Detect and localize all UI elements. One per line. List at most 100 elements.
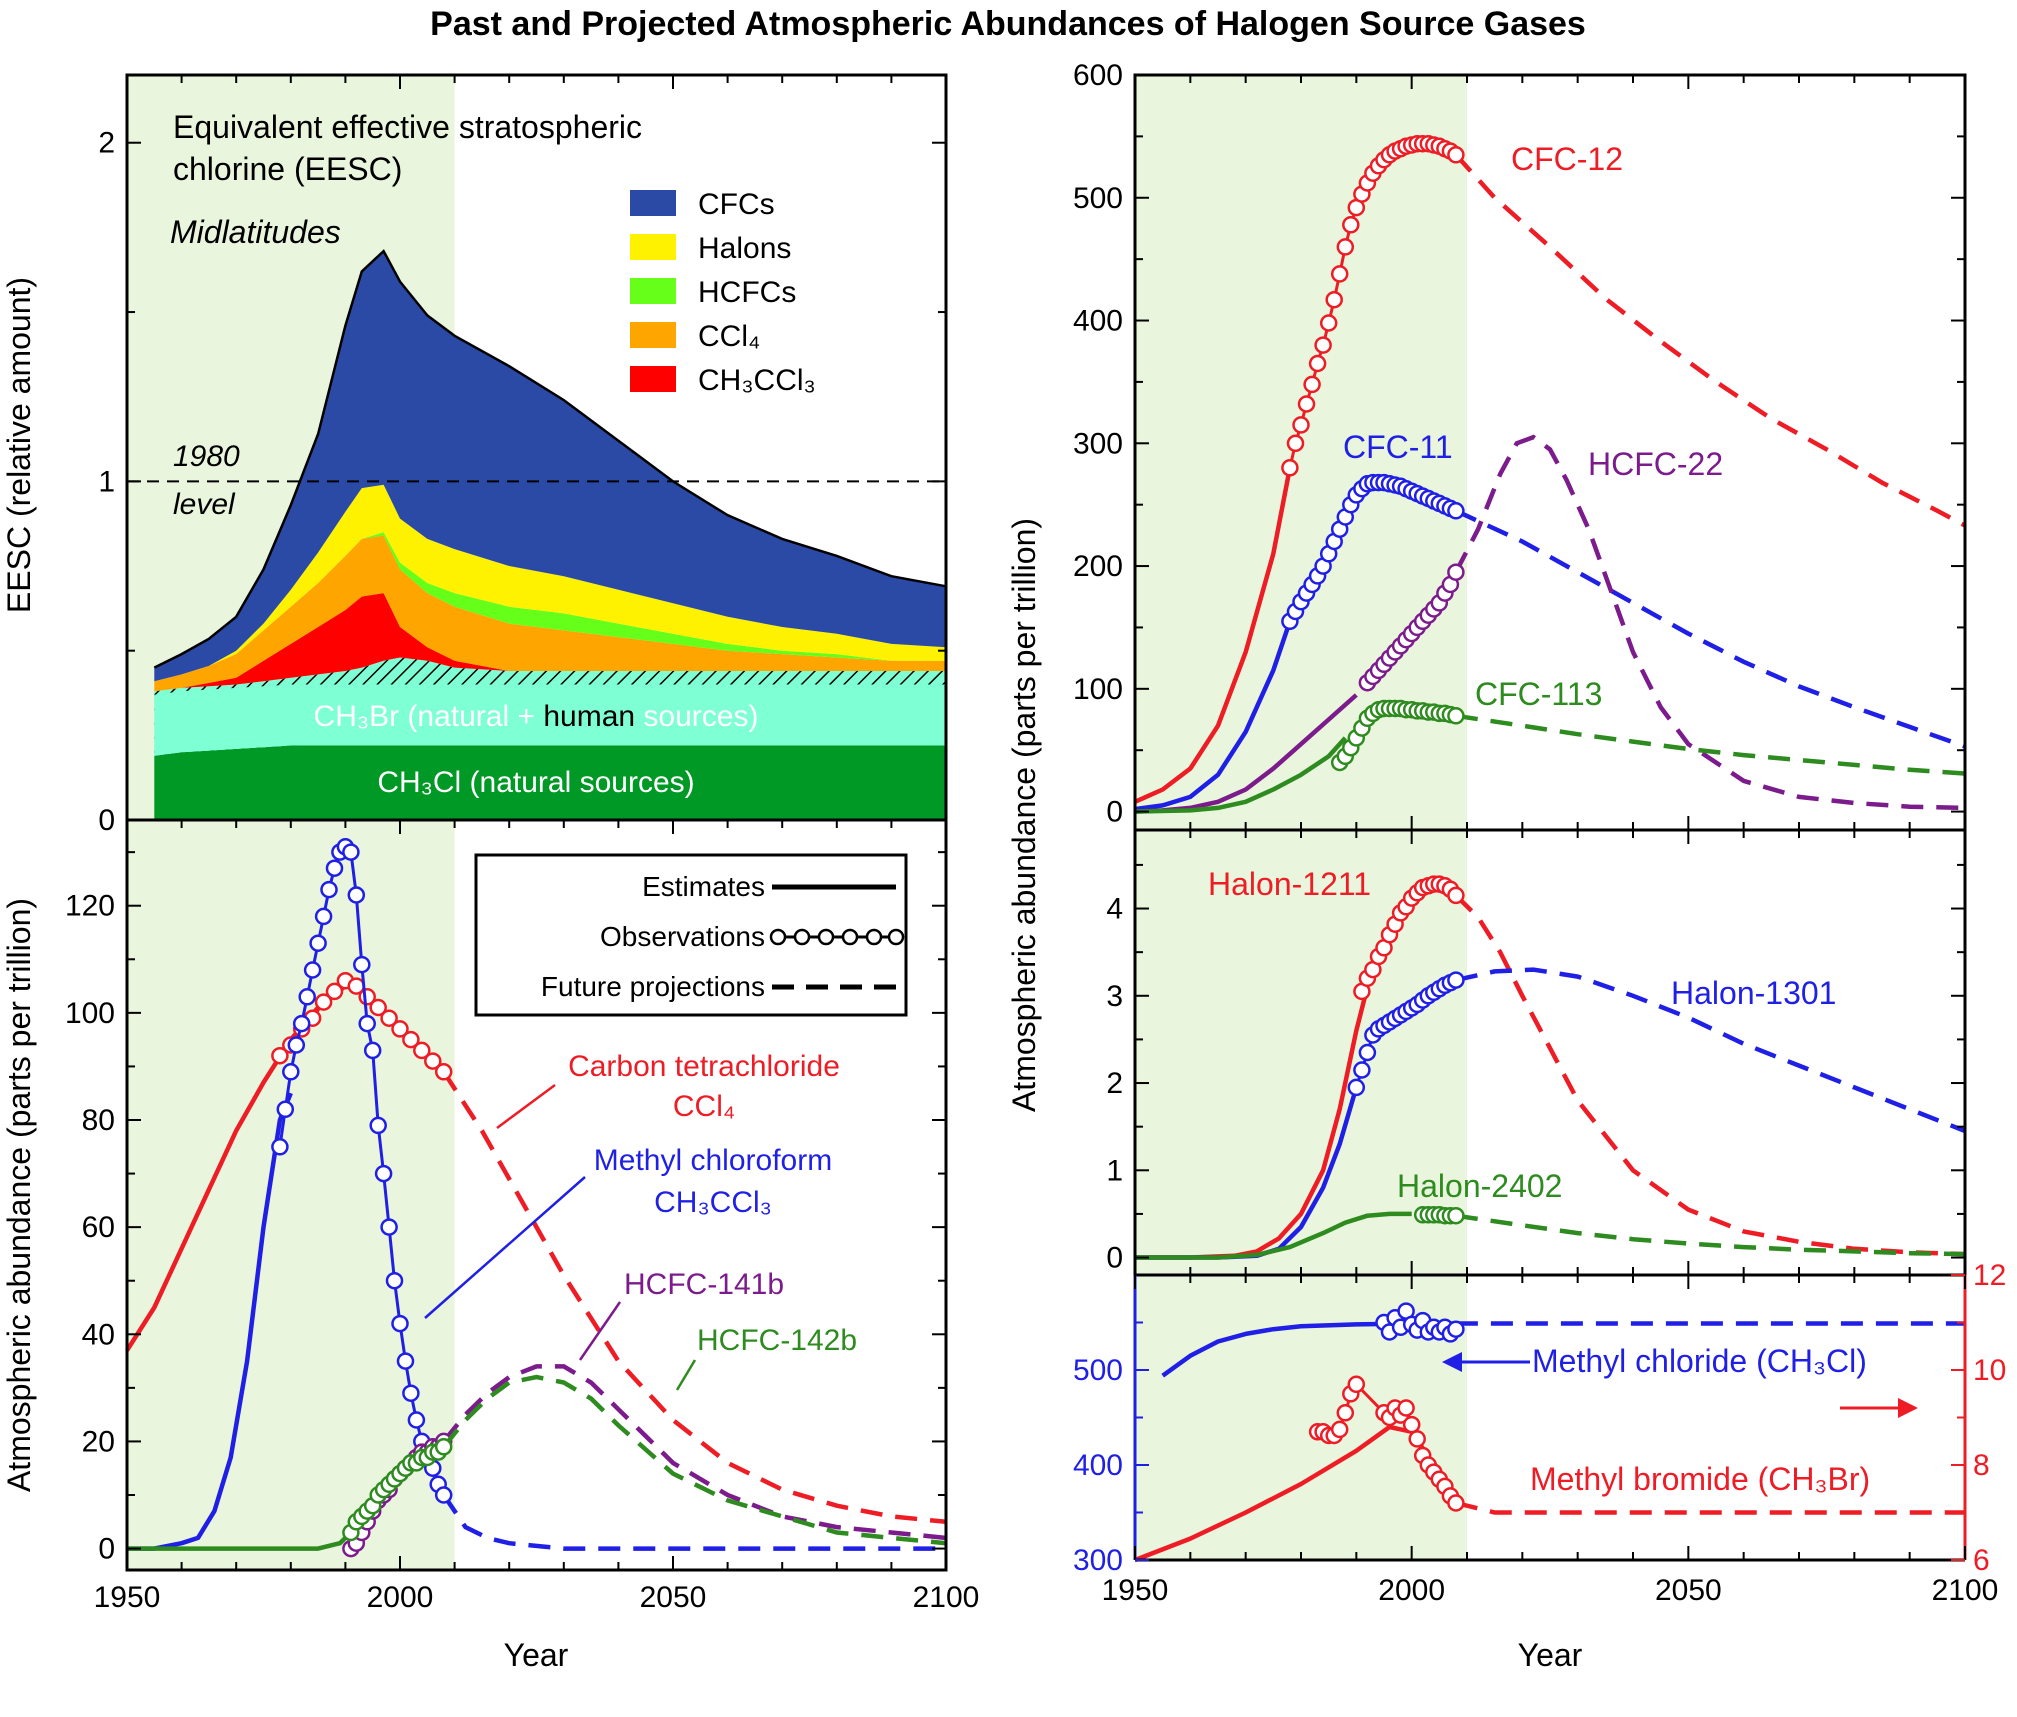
methyl-chloroform-ch-ccl-observation-point xyxy=(342,843,360,861)
cfc-12-observation-point xyxy=(1286,434,1305,453)
methyl-chloroform-ch-ccl-observation-point xyxy=(314,907,333,926)
cfc-12-observation-point xyxy=(1342,216,1360,234)
hcfc-142b-projection-line xyxy=(441,1374,947,1546)
eesc-legend-swatch xyxy=(630,190,676,216)
hcfc-142b-observation-point xyxy=(434,1438,453,1456)
methyl-chloride-ch-cl-observation-point xyxy=(1447,1320,1465,1338)
eesc-legend-label: HCFCs xyxy=(698,276,796,309)
y-tick-label: 100 xyxy=(1073,673,1123,706)
legend-observation-marker xyxy=(865,928,883,946)
y-tick-label: 1 xyxy=(1106,1154,1123,1187)
methyl-chloroform-ch-ccl-observation-point xyxy=(391,1314,409,1333)
y-tick-label: 200 xyxy=(1073,550,1123,583)
hcfc142b-leader-line xyxy=(675,1359,697,1391)
x-tick-label: 2050 xyxy=(1655,1574,1722,1607)
eesc-legend-swatch xyxy=(630,278,676,304)
carbon-tetrachloride-ccl-observation-point xyxy=(413,1041,431,1060)
carbon-tetrachloride-ccl-observation-point xyxy=(424,1052,442,1070)
methyl-bromide-ch-br-observation-point xyxy=(1347,1375,1366,1394)
methyl-bromide-ch-br-observation-point xyxy=(1402,1415,1421,1434)
chlorine-gases-panel: 1950 2000 2050 2100 0 20 40 60 80 100 120 Estimates… xyxy=(65,818,979,1614)
y-tick-label-right: 12 xyxy=(1973,1259,2006,1292)
methyl-chloroform-ch-ccl-observation-point xyxy=(374,1164,393,1183)
legend-observations-label: Observations xyxy=(600,921,765,952)
halon-1301-observation-point xyxy=(1447,971,1465,989)
y-tick-label: 0 xyxy=(98,804,115,837)
methyl-chloroform-ch-ccl-observation-point xyxy=(347,886,366,904)
cfc12-label: CFC-12 xyxy=(1511,141,1623,177)
methyl-bromide-ch-br-observation-point xyxy=(1330,1420,1349,1439)
y-tick-label: 80 xyxy=(82,1104,115,1137)
legend-observation-marker xyxy=(793,928,811,946)
ccl4-leader-line xyxy=(496,1083,556,1130)
eesc-legend-label: CH₃CCl₃ xyxy=(698,364,816,397)
halon-1301-observation-point xyxy=(1347,1078,1366,1097)
x-tick-label: 2100 xyxy=(1932,1574,1999,1607)
hcfc22-label: HCFC-22 xyxy=(1588,446,1723,482)
eesc-legend-label: CFCs xyxy=(698,188,775,221)
ccl4-label-line1: Carbon tetrachloride xyxy=(568,1050,840,1083)
methyl-bromide-arrow-head xyxy=(1898,1398,1918,1418)
y-tick-label: 4 xyxy=(1106,893,1123,926)
methyl-bromide-ch-br-observation-point xyxy=(1447,1494,1465,1512)
y-tick-label: 3 xyxy=(1106,980,1123,1013)
legend-observation-marker xyxy=(817,928,835,946)
cfc-12-estimate-line xyxy=(1134,467,1293,804)
halon2402-label: Halon-2402 xyxy=(1397,1168,1562,1204)
methyl-chloroform-ch-ccl-observation-point xyxy=(298,988,316,1006)
legend-box xyxy=(474,853,908,1017)
methyl-chloroform-ch-ccl-observation-point xyxy=(407,1411,426,1429)
halon1301-label: Halon-1301 xyxy=(1671,975,1836,1011)
cfc11-label: CFC-11 xyxy=(1343,429,1453,465)
y-axis-label: EESC (relative amount) xyxy=(1,277,37,613)
y-tick-label: 1 xyxy=(98,465,115,498)
halons-panel: 0 1 2 3 4 xyxy=(1106,828,1967,1277)
x-axis-label-right: Year xyxy=(1518,1637,1583,1673)
y-tick-label: 600 xyxy=(1073,59,1123,92)
hcfc142b-label: HCFC-142b xyxy=(697,1324,857,1357)
eesc-legend-label: CCl₄ xyxy=(698,320,760,353)
cfc-12-observation-point xyxy=(1336,238,1355,256)
eesc-legend-label: Halons xyxy=(698,232,791,265)
y-tick-label: 0 xyxy=(1106,796,1123,829)
eesc-area-halons xyxy=(154,484,947,682)
ch3br-natural-band xyxy=(154,684,947,756)
y-tick-label: 100 xyxy=(65,997,115,1030)
text-labels: Equivalent effective stratospheric chlori… xyxy=(1,109,1918,1673)
eesc-title-line2: chlorine (EESC) xyxy=(173,151,402,187)
y-tick-label: 0 xyxy=(1106,1242,1123,1275)
x-tick-label: 1950 xyxy=(94,1581,161,1614)
cfc-11-estimate-line xyxy=(1134,620,1293,812)
methyl-halides-panel: 1950 2000 2050 2100 300 400 500 6 8 10 12 xyxy=(1073,1259,2006,1607)
methyl-bromide-ch-br-observation-point xyxy=(1336,1404,1355,1422)
figure-title: Past and Projected Atmospheric Abundance… xyxy=(430,5,1586,43)
methyl-bromide-ch-br-observation-point xyxy=(1397,1399,1415,1417)
x-tick-label: 2000 xyxy=(1378,1574,1445,1607)
methyl-chloroform-ch-ccl-projection-line xyxy=(441,1493,946,1551)
halon-1301-observation-point xyxy=(1353,1061,1371,1079)
cfc-12-observation-point xyxy=(1292,416,1310,434)
level-1980-label-line2: level xyxy=(173,488,236,521)
methyl-chloroform-leader-line xyxy=(424,1176,586,1319)
carbon-tetrachloride-ccl-observation-point xyxy=(402,1030,420,1049)
eesc-legend-swatch xyxy=(630,322,676,348)
y-tick-label-right: 6 xyxy=(1973,1544,1990,1577)
methyl-chloroform-ch-ccl-observation-point xyxy=(380,1218,398,1236)
methyl-chloroform-ch-ccl-observation-point xyxy=(396,1352,415,1370)
eesc-area-cfcs xyxy=(154,251,947,682)
methyl-chloroform-ch-ccl-observation-point xyxy=(309,934,327,952)
halon-2402-estimate-line xyxy=(1135,1211,1412,1260)
ccl4-label-line2: CCl₄ xyxy=(673,1090,735,1123)
cfc113-label: CFC-113 xyxy=(1475,676,1602,712)
eesc-title-line1: Equivalent effective stratospheric xyxy=(173,109,642,145)
methyl-chloroform-label-line2: CH₃CCl₃ xyxy=(654,1186,772,1219)
y-tick-label: 20 xyxy=(82,1425,115,1458)
eesc-stacked-areas xyxy=(154,251,947,820)
halon-1211-observation-point xyxy=(1447,886,1465,905)
legend-observation-marker xyxy=(841,928,859,946)
cfc-12-observation-point xyxy=(1308,354,1327,373)
legend-observation-marker xyxy=(769,928,787,946)
x-axis-label-left: Year xyxy=(504,1637,569,1673)
y-axis-label: Atmospheric abundance (parts per trillio… xyxy=(1006,518,1042,1112)
y-tick-label-right: 8 xyxy=(1973,1449,1990,1482)
